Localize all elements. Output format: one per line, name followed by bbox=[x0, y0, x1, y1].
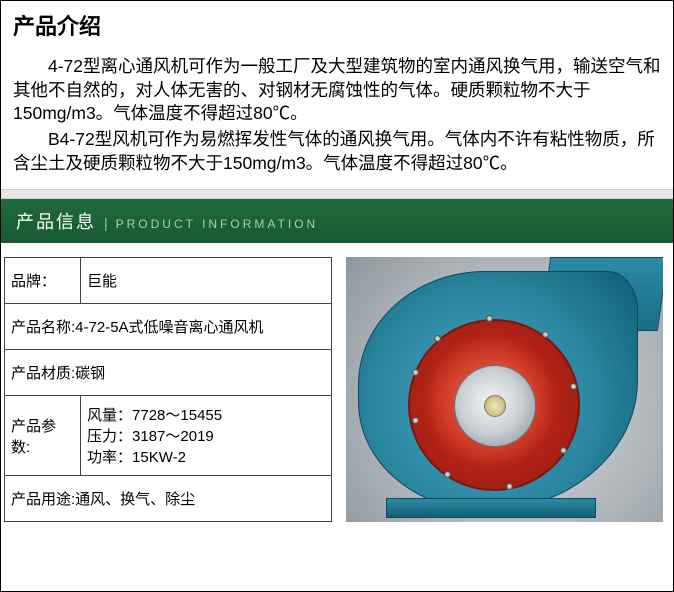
banner-separator: | bbox=[104, 215, 108, 231]
lower-section: 品牌： 巨能 产品名称:4-72-5A式低噪音离心通风机 产品材质:碳钢 产品参… bbox=[1, 243, 673, 522]
param-airflow: 风量：7728～15455 bbox=[87, 404, 325, 425]
intro-paragraph-2: B4-72型风机可作为易燃挥发性气体的通风换气用。气体内不许有粘性物质，所含尘土… bbox=[13, 128, 661, 175]
banner-title-cn: 产品信息 bbox=[16, 208, 96, 234]
spec-value-usage: 通风、换气、除尘 bbox=[75, 491, 195, 508]
table-row: 产品参数: 风量：7728～15455 压力：3187～2019 功率：15KW… bbox=[5, 396, 332, 476]
spec-table: 品牌： 巨能 产品名称:4-72-5A式低噪音离心通风机 产品材质:碳钢 产品参… bbox=[4, 257, 332, 522]
spec-material: 产品材质:碳钢 bbox=[5, 350, 332, 396]
spec-value-material: 碳钢 bbox=[75, 365, 105, 382]
intro-paragraph-1: 4-72型离心通风机可作为一般工厂及大型建筑物的室内通风换气用，输送空气和其他不… bbox=[13, 55, 661, 126]
table-row: 产品用途:通风、换气、除尘 bbox=[5, 476, 332, 522]
section-divider bbox=[1, 189, 673, 199]
spec-label-name: 产品名称: bbox=[11, 319, 75, 336]
product-image bbox=[346, 257, 663, 522]
intro-section: 产品介绍 4-72型离心通风机可作为一般工厂及大型建筑物的室内通风换气用，输送空… bbox=[1, 1, 673, 189]
fan-base bbox=[386, 498, 596, 518]
table-row: 产品名称:4-72-5A式低噪音离心通风机 bbox=[5, 304, 332, 350]
spec-usage: 产品用途:通风、换气、除尘 bbox=[5, 476, 332, 522]
spec-label-brand: 品牌： bbox=[5, 258, 81, 304]
spec-value-brand: 巨能 bbox=[81, 258, 332, 304]
product-info-banner: 产品信息 | PRODUCT INFORMATION bbox=[1, 199, 673, 243]
table-row: 产品材质:碳钢 bbox=[5, 350, 332, 396]
spec-label-material: 产品材质: bbox=[11, 365, 75, 382]
spec-label-usage: 产品用途: bbox=[11, 491, 75, 508]
spec-name: 产品名称:4-72-5A式低噪音离心通风机 bbox=[5, 304, 332, 350]
spec-value-name: 4-72-5A式低噪音离心通风机 bbox=[75, 319, 263, 336]
spec-value-params: 风量：7728～15455 压力：3187～2019 功率：15KW-2 bbox=[81, 396, 332, 476]
spec-label-params: 产品参数: bbox=[5, 396, 81, 476]
intro-title: 产品介绍 bbox=[13, 9, 661, 41]
fan-hub bbox=[484, 395, 506, 417]
param-power: 功率：15KW-2 bbox=[87, 446, 325, 467]
banner-title-en: PRODUCT INFORMATION bbox=[116, 217, 319, 231]
param-pressure: 压力：3187～2019 bbox=[87, 425, 325, 446]
table-row: 品牌： 巨能 bbox=[5, 258, 332, 304]
